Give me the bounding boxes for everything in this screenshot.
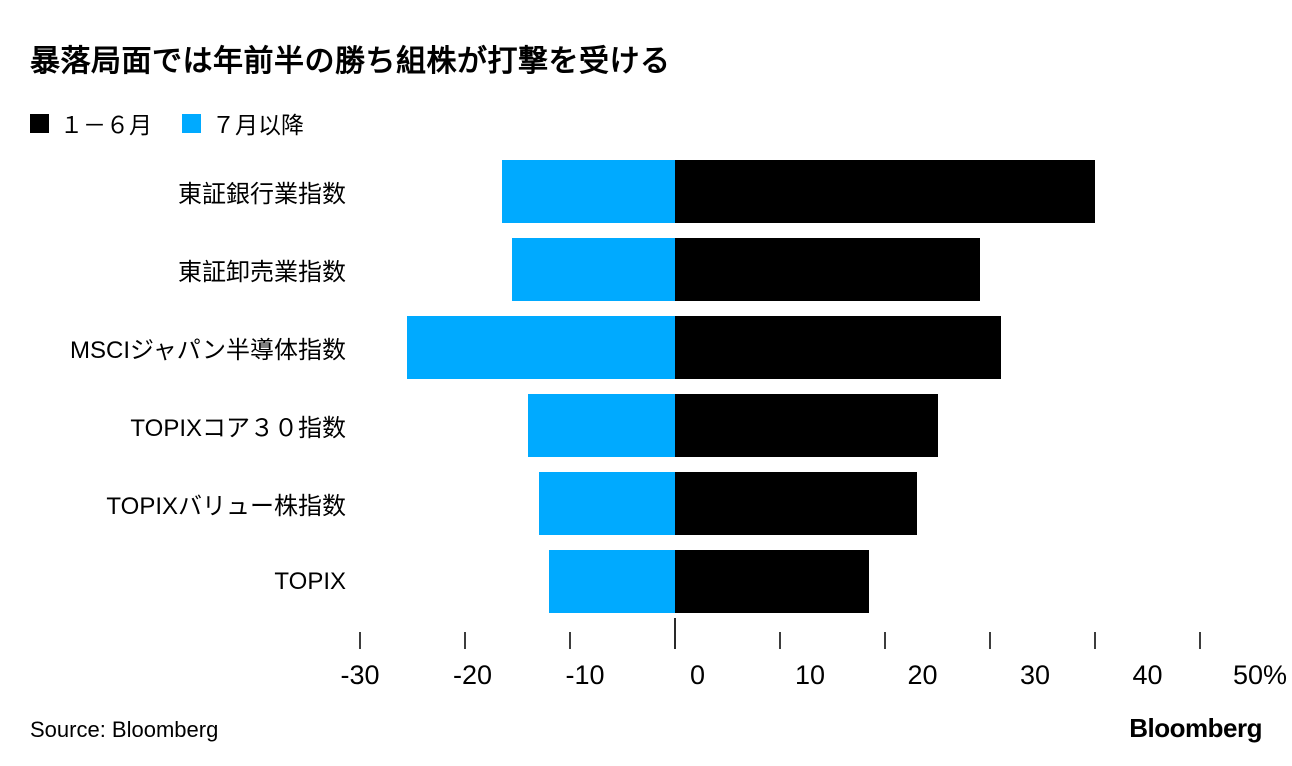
legend-swatch-jan-jun-icon [30,113,49,133]
legend: １－６月 ７月以降 [30,106,1262,140]
footer: Source: Bloomberg Bloomberg [30,713,1262,744]
x-tick-label: 0 [689,660,706,690]
chart-row: TOPIX [30,550,1262,613]
x-tick-mark [779,632,781,649]
x-tick-label: 40 [1132,660,1163,690]
category-label: 東証銀行業指数 [178,181,346,208]
legend-item-jan-jun: １－６月 [30,106,152,140]
category-label: MSCIジャパン半導体指数 [70,337,346,364]
bar-jul-onward [528,394,675,457]
x-tick-mark [1199,632,1201,649]
chart-title: 暴落局面では年前半の勝ち組株が打撃を受ける [30,45,671,78]
bar-jul-onward [549,550,675,613]
bar-track [360,316,1200,379]
legend-item-jul-onward: ７月以降 [182,106,304,140]
chart-row: 東証銀行業指数 [30,160,1262,223]
category-label: TOPIXバリュー株指数 [106,493,346,520]
bloomberg-logo: Bloomberg [1129,713,1262,743]
x-tick-mark [569,632,571,649]
bar-track [360,160,1200,223]
x-tick-label: 30 [1019,660,1051,690]
bar-jan-jun [675,394,938,457]
bar-jul-onward [501,160,675,223]
x-tick-mark [464,632,466,649]
bar-jan-jun [675,160,1095,223]
category-label: TOPIX [274,567,346,595]
x-tick-label: -20 [452,660,493,690]
x-tick-label: -30 [340,660,380,690]
bar-jul-onward [538,472,675,535]
source-credit: Source: Bloomberg [30,717,219,742]
bar-track [360,550,1200,613]
x-tick-mark [1094,632,1096,649]
chart-row: MSCIジャパン半導体指数 [30,316,1262,379]
bar-jan-jun [675,316,1001,379]
x-tick-mark [359,632,361,649]
chart-row: TOPIXバリュー株指数 [30,472,1262,535]
bar-track [360,394,1200,457]
bar-track [360,472,1200,535]
x-tick-mark [674,618,676,649]
legend-label-jan-jun: １－６月 [60,112,152,138]
bar-chart: 東証銀行業指数 東証卸売業指数 MSCIジャパン半導体指数 TOPIXコア３０指数 TO… [30,160,1287,702]
bar-track [360,238,1200,301]
chart-row: TOPIXコア３０指数 [30,394,1262,457]
bar-jul-onward [512,238,675,301]
legend-label-jul-onward: ７月以降 [212,112,304,138]
chart-rows: 東証銀行業指数 東証卸売業指数 MSCIジャパン半導体指数 TOPIXコア３０指数 TO… [30,160,1262,613]
chart-row: 東証卸売業指数 [30,238,1262,301]
x-tick-label: 20 [907,660,938,690]
x-tick-mark [884,632,886,649]
bar-jul-onward [407,316,675,379]
x-axis-labels: -30 -20 -10 0 10 20 30 40 50% [340,660,1287,702]
x-tick-mark [989,632,991,649]
bar-jan-jun [675,472,917,535]
category-label: 東証卸売業指数 [178,259,346,286]
category-label: TOPIXコア３０指数 [130,415,346,442]
bar-jan-jun [675,550,870,613]
legend-swatch-jul-onward-icon [182,113,201,133]
bar-jan-jun [675,238,980,301]
x-tick-label: -10 [565,660,605,690]
x-axis-ticks [359,618,1201,652]
x-tick-label: 50% [1232,660,1288,690]
x-tick-label: 10 [794,660,826,690]
